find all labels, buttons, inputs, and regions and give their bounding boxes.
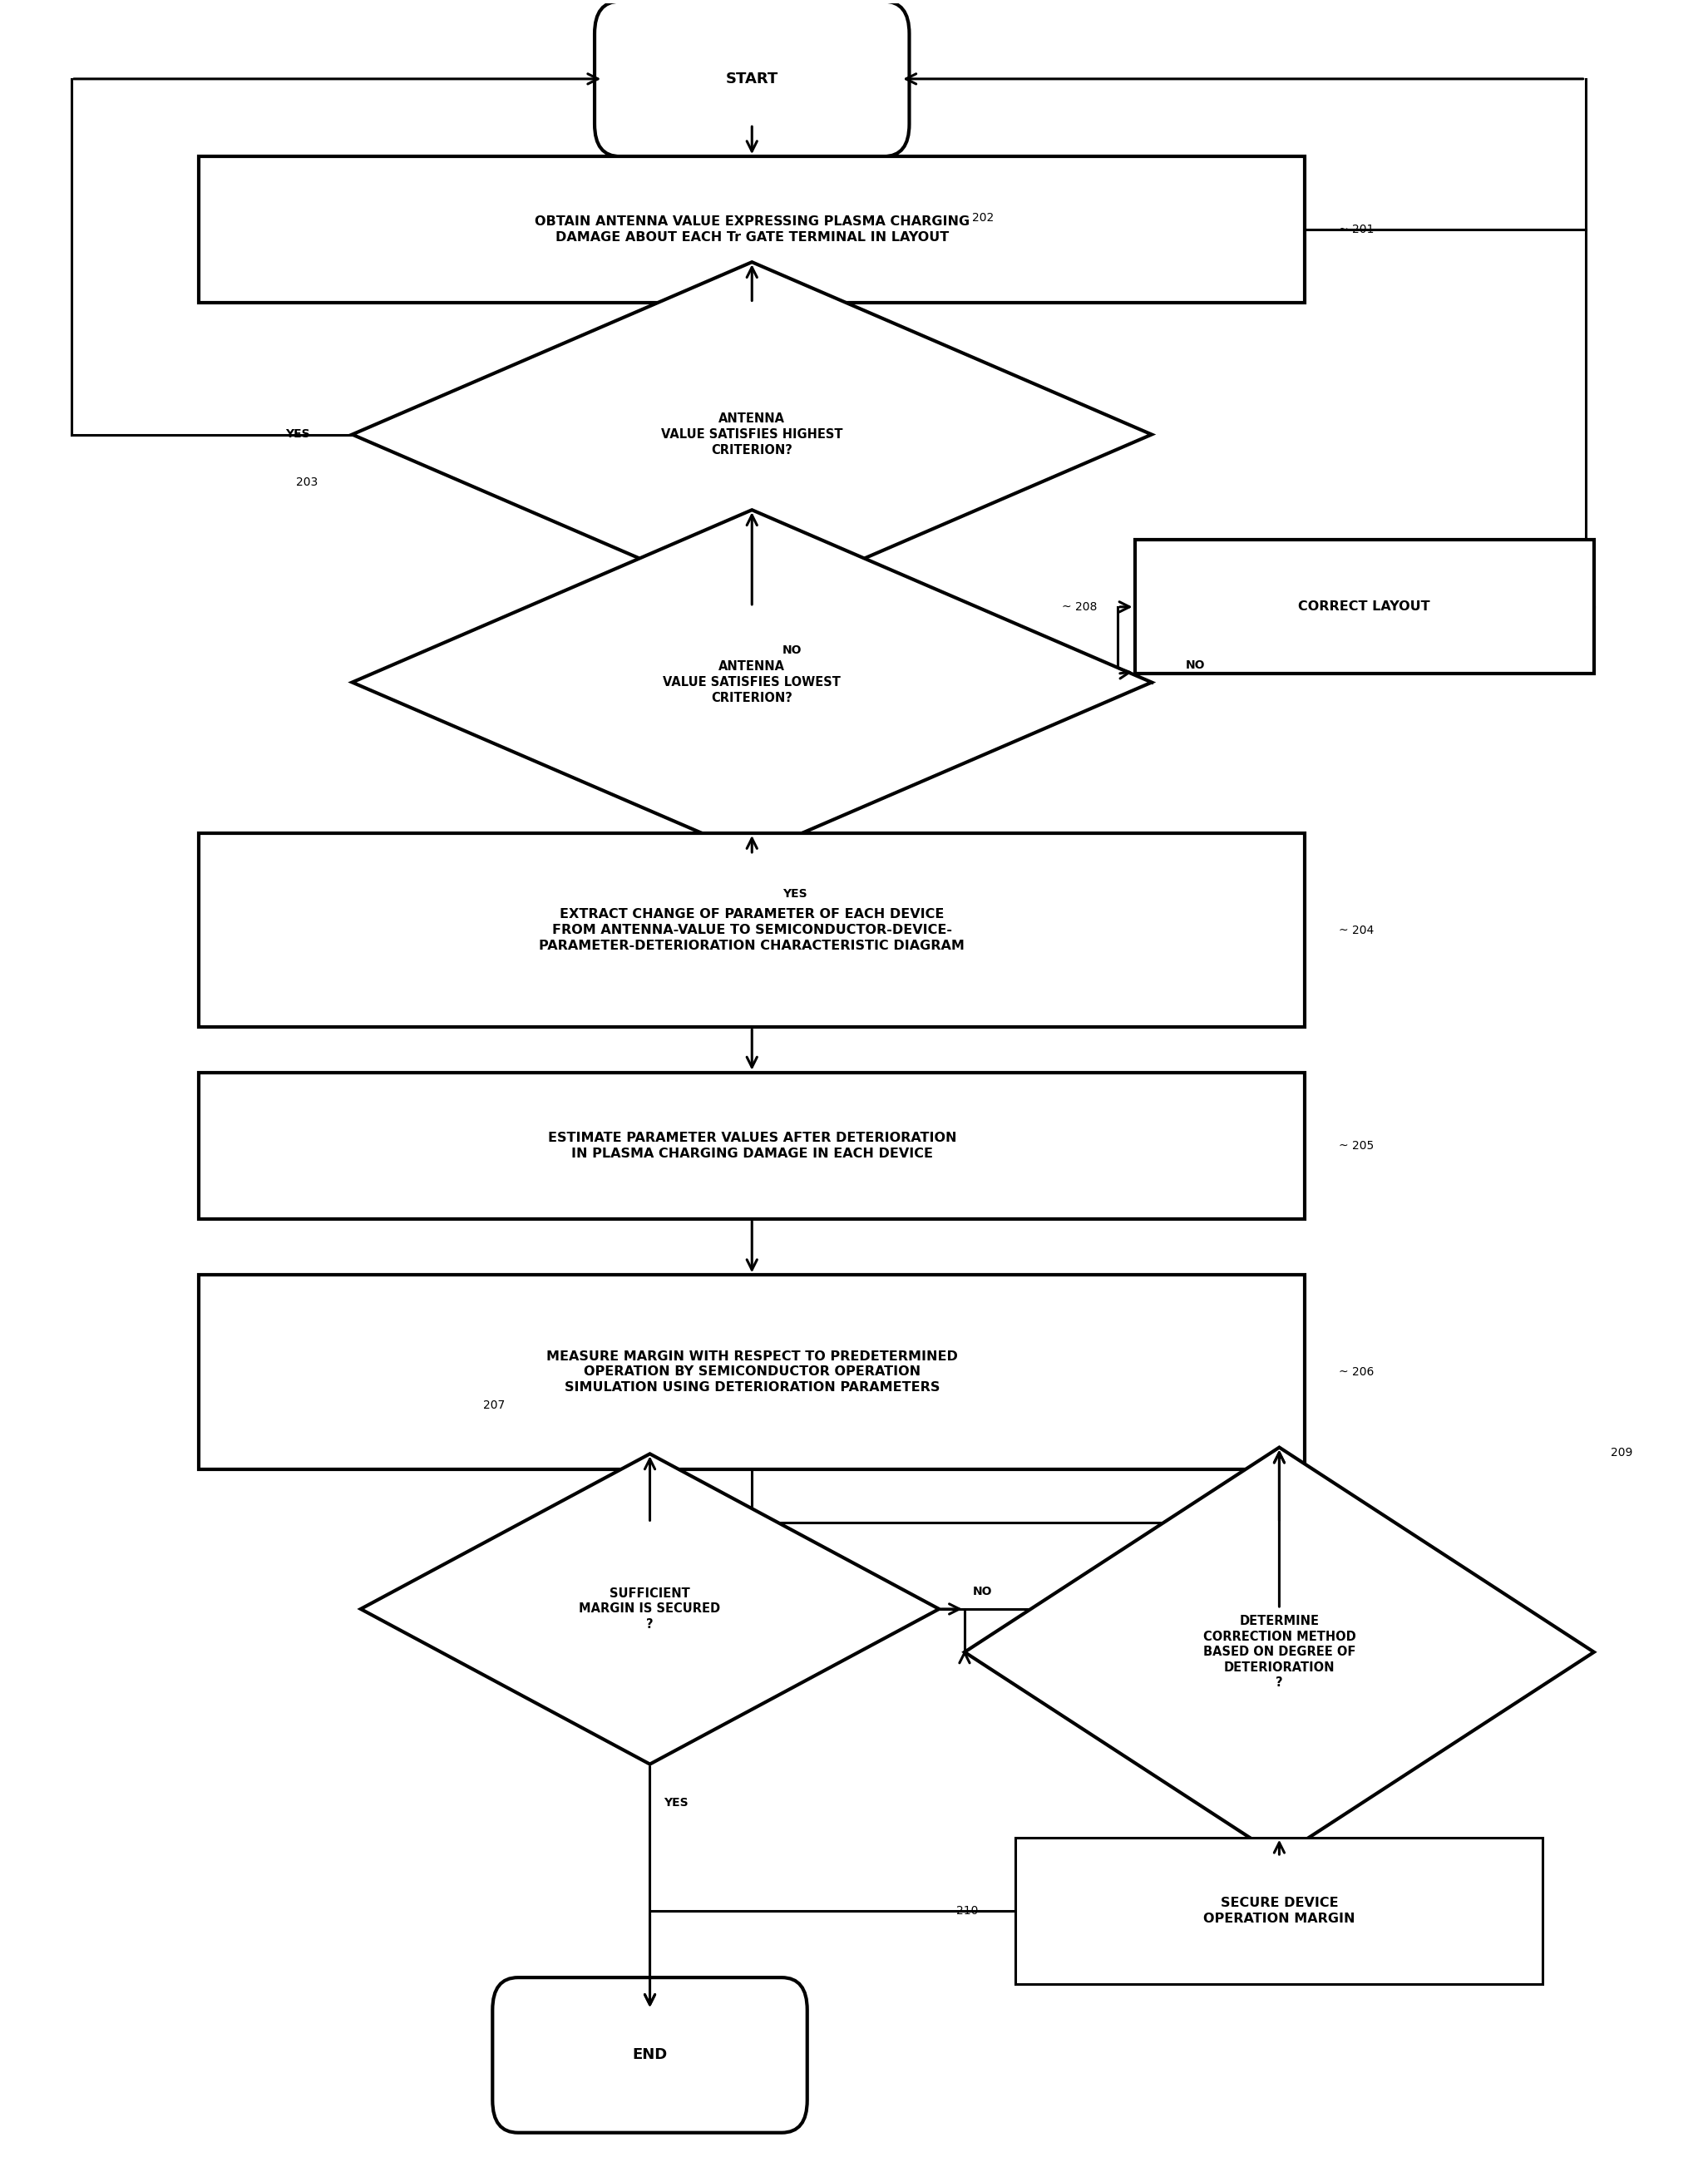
FancyBboxPatch shape	[492, 1978, 808, 2132]
FancyBboxPatch shape	[200, 156, 1305, 303]
Polygon shape	[352, 262, 1151, 608]
Text: SECURE DEVICE
OPERATION MARGIN: SECURE DEVICE OPERATION MARGIN	[1204, 1896, 1354, 1924]
Text: 202: 202	[972, 212, 994, 223]
Text: 203: 203	[295, 476, 318, 489]
Text: ~ 201: ~ 201	[1339, 225, 1373, 236]
Text: 207: 207	[483, 1399, 506, 1412]
FancyBboxPatch shape	[1134, 540, 1594, 675]
Text: EXTRACT CHANGE OF PARAMETER OF EACH DEVICE
FROM ANTENNA-VALUE TO SEMICONDUCTOR-D: EXTRACT CHANGE OF PARAMETER OF EACH DEVI…	[540, 908, 965, 951]
FancyBboxPatch shape	[1016, 1838, 1542, 1985]
Text: MEASURE MARGIN WITH RESPECT TO PREDETERMINED
OPERATION BY SEMICONDUCTOR OPERATIO: MEASURE MARGIN WITH RESPECT TO PREDETERM…	[547, 1351, 958, 1394]
Text: ~ 204: ~ 204	[1339, 925, 1373, 936]
Text: 210: 210	[956, 1905, 979, 1916]
Text: ANTENNA
VALUE SATISFIES LOWEST
CRITERION?: ANTENNA VALUE SATISFIES LOWEST CRITERION…	[663, 662, 840, 705]
Text: SUFFICIENT
MARGIN IS SECURED
?: SUFFICIENT MARGIN IS SECURED ?	[579, 1587, 721, 1630]
FancyBboxPatch shape	[594, 2, 909, 156]
Polygon shape	[965, 1446, 1594, 1857]
FancyBboxPatch shape	[200, 1072, 1305, 1219]
Text: YES: YES	[285, 428, 309, 441]
FancyBboxPatch shape	[200, 1276, 1305, 1468]
Text: CORRECT LAYOUT: CORRECT LAYOUT	[1298, 601, 1430, 614]
Text: ~ 208: ~ 208	[1062, 601, 1097, 612]
Text: YES: YES	[782, 889, 808, 899]
Text: DETERMINE
CORRECTION METHOD
BASED ON DEGREE OF
DETERIORATION
?: DETERMINE CORRECTION METHOD BASED ON DEG…	[1202, 1615, 1356, 1689]
Text: START: START	[726, 71, 779, 86]
FancyBboxPatch shape	[200, 832, 1305, 1027]
Text: OBTAIN ANTENNA VALUE EXPRESSING PLASMA CHARGING
DAMAGE ABOUT EACH Tr GATE TERMIN: OBTAIN ANTENNA VALUE EXPRESSING PLASMA C…	[535, 216, 970, 244]
Text: YES: YES	[663, 1797, 688, 1810]
Polygon shape	[352, 510, 1151, 854]
Polygon shape	[360, 1453, 939, 1764]
Text: ~ 206: ~ 206	[1339, 1366, 1373, 1377]
Text: ANTENNA
VALUE SATISFIES HIGHEST
CRITERION?: ANTENNA VALUE SATISFIES HIGHEST CRITERIO…	[661, 413, 842, 456]
Text: 209: 209	[1611, 1446, 1633, 1457]
Text: NO: NO	[1185, 659, 1206, 670]
Text: NO: NO	[782, 644, 803, 655]
Text: END: END	[632, 2047, 668, 2063]
Text: NO: NO	[974, 1587, 992, 1598]
Text: ~ 205: ~ 205	[1339, 1139, 1373, 1152]
Text: ESTIMATE PARAMETER VALUES AFTER DETERIORATION
IN PLASMA CHARGING DAMAGE IN EACH : ESTIMATE PARAMETER VALUES AFTER DETERIOR…	[548, 1131, 956, 1159]
